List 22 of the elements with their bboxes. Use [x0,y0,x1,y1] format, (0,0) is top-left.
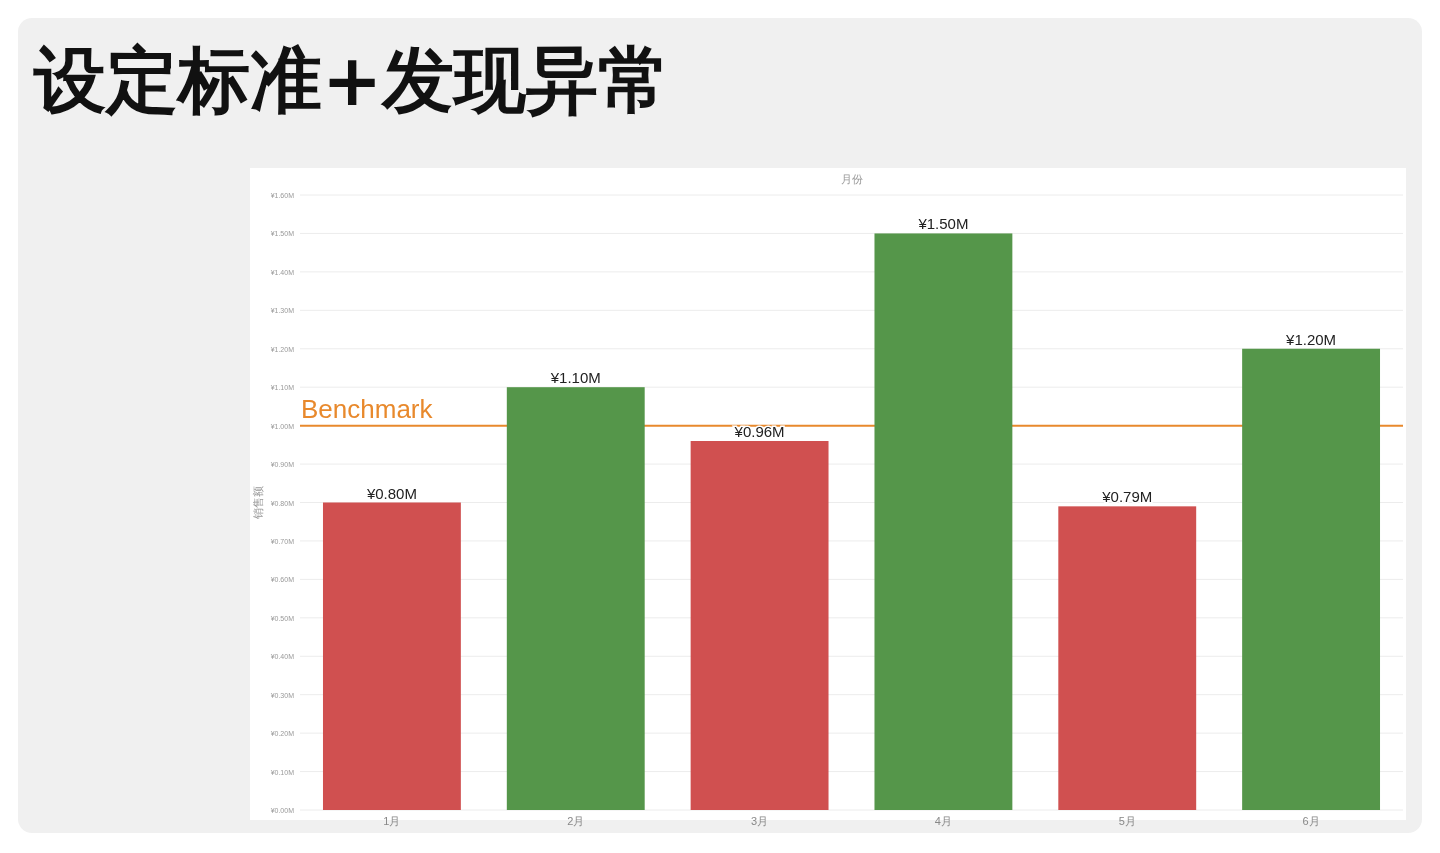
bar [1058,506,1197,810]
chart-title: 设定标准+发现异常 [33,38,671,122]
bar [322,502,461,810]
x-axis-title: 月份 [840,173,863,185]
data-label: ¥1.50M [917,215,969,233]
y-axis-title: 销售额 [252,486,264,520]
data-label: ¥0.79M [1101,488,1153,506]
ref-line-label: Benchmark [301,393,434,424]
x-tick-label: 4月 [934,815,952,827]
bar [506,387,645,810]
x-tick-label: 1月 [383,815,401,827]
bar [1242,348,1381,810]
data-label: ¥0.96M [733,423,785,440]
data-label: ¥1.20M [1285,330,1337,348]
bar [690,441,829,810]
bar [874,233,1013,810]
x-tick-label: 3月 [751,815,769,827]
x-tick-label: 6月 [1302,815,1320,827]
data-label: ¥1.10M [549,369,601,387]
x-tick-label: 5月 [1118,815,1136,827]
data-label: ¥0.80M [365,484,417,502]
x-tick-label: 2月 [567,815,585,827]
